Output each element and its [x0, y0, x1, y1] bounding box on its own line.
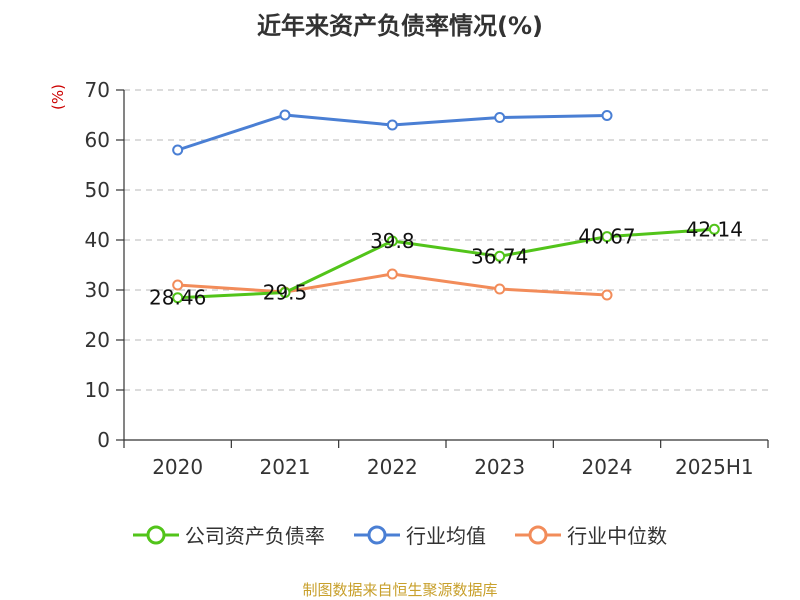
x-tick-label: 2022 — [367, 455, 418, 479]
data-label: 39.8 — [370, 229, 415, 253]
data-label: 28.46 — [149, 286, 206, 310]
data-point — [601, 289, 613, 301]
data-point — [601, 110, 613, 121]
y-tick-label: 50 — [85, 178, 110, 202]
data-label: 36.74 — [471, 244, 528, 268]
data-point — [172, 292, 184, 304]
legend-swatch-icon — [354, 525, 400, 544]
data-label: 42.14 — [686, 217, 743, 241]
data-point — [708, 223, 720, 235]
y-tick-label: 0 — [97, 428, 110, 452]
series-line — [177, 227, 715, 300]
y-tick-label: 60 — [85, 128, 110, 152]
y-tick-label: 40 — [85, 228, 110, 252]
data-point — [386, 119, 398, 131]
data-point — [601, 231, 613, 243]
legend-item-industry-median[interactable]: 行业中位数 — [515, 520, 667, 549]
data-point — [386, 268, 398, 280]
legend-label: 行业均值 — [406, 524, 486, 548]
data-label: 29.5 — [263, 281, 308, 305]
legend-item-industry-mean[interactable]: 行业均值 — [354, 520, 486, 549]
y-tick-label: 10 — [85, 378, 110, 402]
legend: 公司资产负债率 行业均值 行业中位数 — [0, 520, 800, 549]
y-tick-label: 20 — [85, 328, 110, 352]
data-point — [172, 144, 184, 156]
data-point — [386, 235, 398, 247]
source-note: 制图数据来自恒生聚源数据库 — [302, 581, 498, 599]
x-tick-label: 2020 — [152, 455, 203, 479]
legend-swatch-icon — [132, 525, 179, 544]
x-tick-label: 2025H1 — [675, 455, 754, 479]
data-label: 40.67 — [578, 225, 635, 249]
data-point — [279, 287, 291, 298]
legend-swatch-icon — [515, 525, 562, 544]
legend-label: 公司资产负债率 — [184, 524, 325, 548]
x-tick-label: 2021 — [260, 455, 311, 479]
data-point — [279, 109, 291, 121]
x-tick-label: 2023 — [474, 455, 525, 479]
data-point — [494, 283, 506, 295]
x-tick-label: 2024 — [582, 455, 633, 479]
data-point — [494, 112, 506, 123]
chart-title: 近年来资产负债率情况(%) — [257, 12, 543, 40]
data-point — [172, 279, 184, 291]
data-point — [494, 250, 506, 262]
y-tick-label: 30 — [85, 278, 110, 302]
y-tick-label: 70 — [85, 78, 110, 102]
legend-label: 行业中位数 — [567, 524, 668, 548]
legend-item-company[interactable]: 公司资产负债率 — [132, 520, 325, 549]
